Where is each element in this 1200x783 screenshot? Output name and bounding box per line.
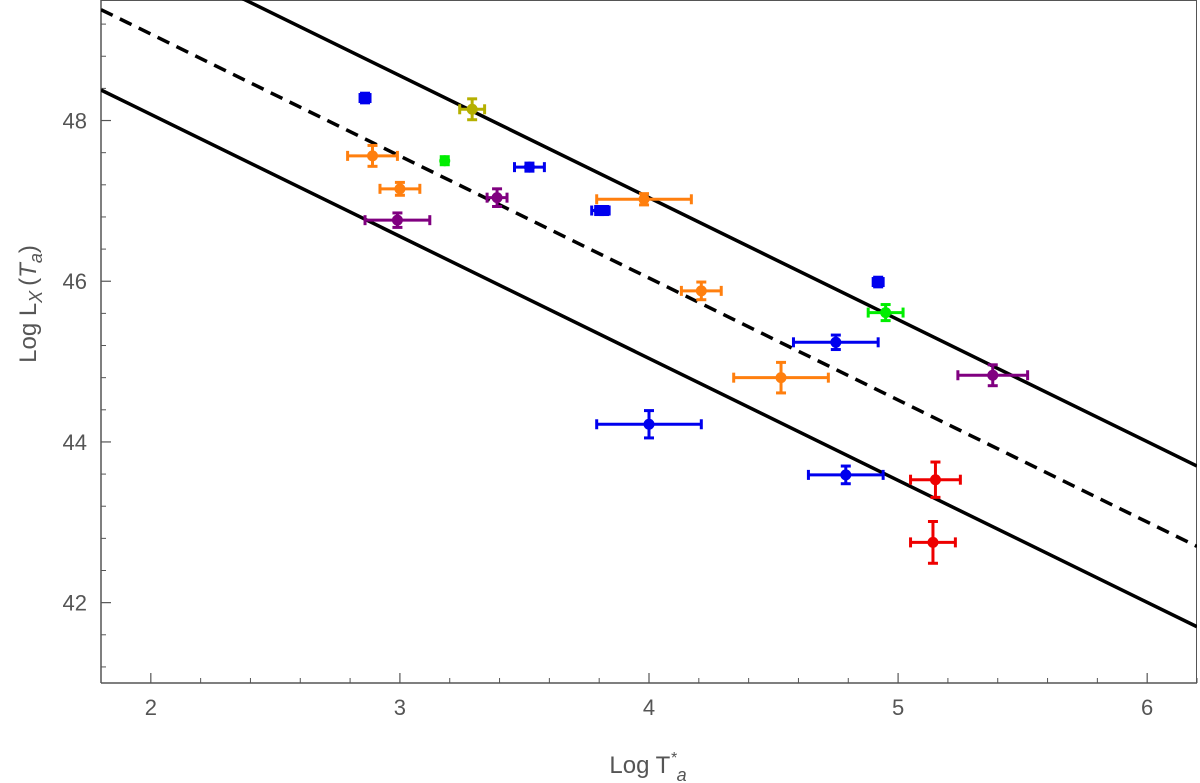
point-marker xyxy=(491,192,503,204)
data-point-olive xyxy=(458,97,487,122)
x-axis-title: Log T*a xyxy=(609,750,686,783)
point-marker xyxy=(830,336,842,348)
reference-lines xyxy=(101,0,1197,629)
point-marker xyxy=(872,276,884,288)
point-marker xyxy=(638,193,650,205)
point-marker xyxy=(695,285,707,297)
y-tick-label: 44 xyxy=(63,430,87,455)
point-marker xyxy=(987,369,999,381)
x-tick-label: 4 xyxy=(643,695,655,720)
x-tick-label: 3 xyxy=(394,695,406,720)
x-title-sub: a xyxy=(677,765,687,783)
point-marker xyxy=(927,536,939,548)
point-marker xyxy=(394,183,406,195)
point-marker xyxy=(775,372,787,384)
x-tick-label: 5 xyxy=(892,695,904,720)
data-point-blue xyxy=(597,205,611,217)
data-point-blue xyxy=(806,464,885,486)
y-tick-label: 48 xyxy=(63,109,87,134)
data-point-purple xyxy=(363,211,432,229)
data-point-red xyxy=(909,519,957,565)
data-points xyxy=(346,91,1030,565)
x-tick-label: 6 xyxy=(1141,695,1153,720)
data-point-orange xyxy=(732,360,830,395)
y-tick-label: 42 xyxy=(63,591,87,616)
point-marker xyxy=(598,205,610,217)
x-title-base: Log T xyxy=(609,752,670,779)
point-marker xyxy=(466,103,478,115)
plot-frame xyxy=(100,0,1197,684)
data-point-blue xyxy=(358,91,372,105)
point-marker xyxy=(880,307,892,319)
data-point-green xyxy=(866,303,905,323)
line-best-fit xyxy=(101,8,1197,548)
line-upper-bound xyxy=(241,0,1197,468)
data-point-purple xyxy=(956,363,1030,388)
data-point-blue xyxy=(512,161,546,173)
y-axis-title: Log LX (Ta) xyxy=(15,245,46,363)
ticks: 2 3 4 5 6 42 44 46 48 xyxy=(63,23,1198,720)
y-title-base: Log L xyxy=(15,303,42,363)
data-point-purple xyxy=(485,187,509,209)
data-point-blue xyxy=(871,275,885,289)
point-marker xyxy=(439,155,451,167)
data-point-orange xyxy=(595,192,693,207)
x-title-sup: * xyxy=(670,750,677,767)
x-tick-label: 2 xyxy=(145,695,157,720)
data-point-green xyxy=(439,155,451,167)
y-title-paren-close: ) xyxy=(15,245,42,253)
point-marker xyxy=(929,474,941,486)
line-lower-bound xyxy=(101,88,1197,629)
data-point-orange xyxy=(378,180,422,197)
y-tick-label: 46 xyxy=(63,269,87,294)
data-point-blue xyxy=(595,409,703,440)
y-title-sub: X xyxy=(26,290,46,304)
data-point-blue xyxy=(791,333,880,352)
point-marker xyxy=(840,469,852,481)
y-title-paren-open: ( xyxy=(15,278,42,286)
point-marker xyxy=(523,161,535,173)
point-marker xyxy=(391,214,403,226)
point-marker xyxy=(367,150,379,162)
y-title-paren-sub: a xyxy=(26,253,46,263)
y-title-paren-var: T xyxy=(15,261,42,278)
point-marker xyxy=(643,418,655,430)
data-point-orange xyxy=(679,280,723,302)
point-marker xyxy=(359,92,371,104)
data-point-red xyxy=(909,460,962,499)
data-point-orange xyxy=(346,143,399,168)
